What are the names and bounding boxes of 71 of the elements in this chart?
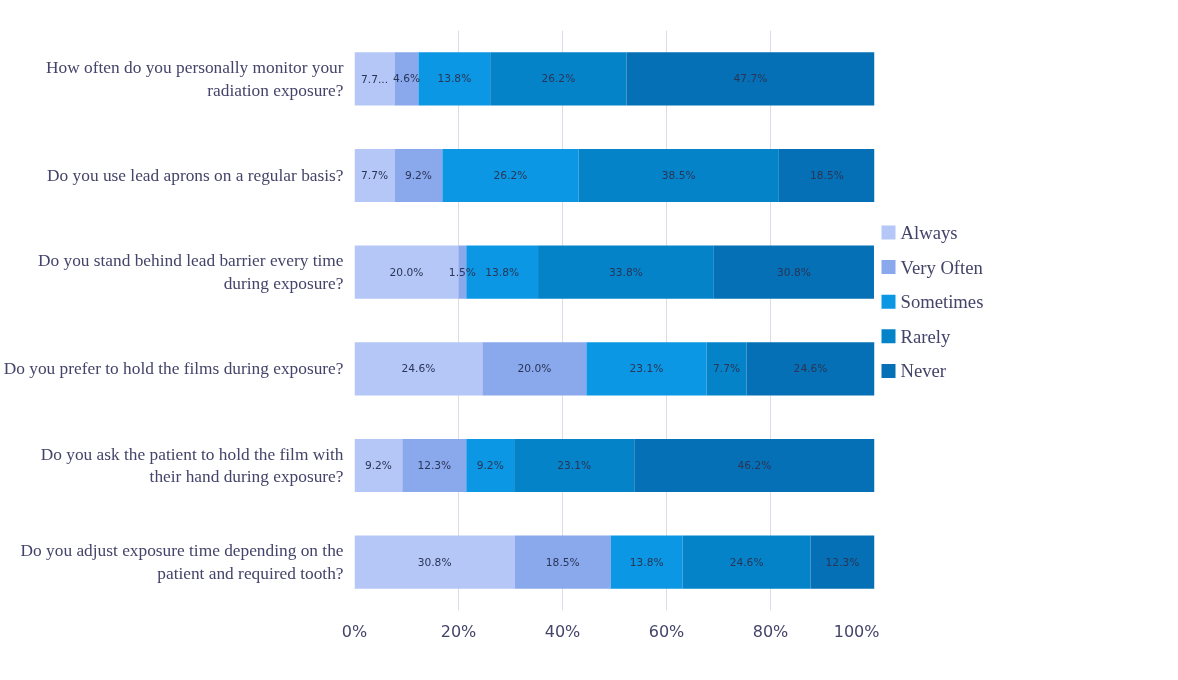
x-tick-label: 0%	[341, 621, 368, 641]
bar	[586, 342, 707, 396]
bar	[482, 342, 587, 396]
legend-label: Always	[900, 221, 958, 243]
data-label: 9.2%	[476, 459, 504, 472]
data-label: 13.8%	[485, 265, 520, 279]
bar	[634, 438, 875, 493]
y-tick-label: Do you prefer to hold the films during exposure?	[3, 359, 344, 379]
data-label: 24.6%	[401, 362, 436, 376]
bar	[354, 438, 403, 493]
bar	[354, 342, 483, 396]
data-label: 20.0%	[389, 265, 424, 279]
y-tick-label: Do you use lead aprons on a regular basis?	[47, 166, 344, 185]
bar	[778, 148, 875, 203]
data-label: 24.6%	[793, 362, 828, 376]
data-label: 7.7%	[360, 169, 389, 182]
data-label: 26.2%	[541, 72, 576, 86]
data-label: 7.7%	[713, 362, 741, 376]
data-label: 13.8%	[437, 72, 472, 86]
bar	[394, 148, 443, 203]
x-tick-label: 100%	[833, 621, 880, 641]
x-tick-label: 20%	[440, 621, 477, 641]
bar	[626, 52, 875, 106]
data-label: 12.3%	[825, 555, 860, 569]
x-tick-label: 80%	[752, 621, 789, 641]
data-label: 38.5%	[661, 169, 696, 182]
legend-label: Never	[900, 360, 947, 382]
bar	[354, 535, 515, 589]
y-tick-label: Do you adjust exposure time depending on the patient and required tooth?	[20, 541, 344, 584]
data-label: 26.2%	[493, 169, 528, 182]
data-label: 23.1%	[557, 459, 592, 472]
data-label: 46.2%	[737, 459, 772, 472]
bar	[354, 148, 395, 203]
x-tick-label: 40%	[544, 621, 581, 641]
data-label: 47.7%	[733, 72, 768, 86]
data-label: 13.8%	[629, 555, 664, 569]
data-label: 18.5%	[545, 555, 580, 569]
x-tick-label: 60%	[648, 621, 685, 641]
bar	[746, 342, 875, 396]
bar	[442, 148, 579, 203]
bar	[402, 438, 467, 493]
legend-label: Sometimes	[900, 291, 984, 313]
bar	[810, 535, 875, 589]
data-label: 20.0%	[517, 362, 552, 376]
legend-label: Very Often	[900, 256, 984, 278]
bar	[682, 535, 811, 589]
bar	[514, 535, 611, 589]
data-label: 23.1%	[629, 362, 664, 376]
data-label: 9.2%	[364, 459, 392, 472]
bar	[578, 148, 779, 203]
data-label: 12.3%	[417, 459, 452, 472]
y-tick-label: Do you stand behind lead barrier every time during exposure?	[37, 251, 344, 294]
bar	[418, 52, 491, 106]
bar	[538, 245, 714, 299]
y-tick-label: How often do you personally monitor your radiation exposure?	[46, 57, 344, 100]
data-label: 18.5%	[809, 169, 844, 182]
data-label: 9.2%	[404, 169, 432, 182]
bar	[466, 438, 515, 493]
data-label: 24.6%	[729, 555, 764, 569]
bar	[354, 52, 395, 106]
data-label: 7.7...	[360, 72, 389, 86]
bar	[713, 245, 874, 299]
bar	[610, 535, 683, 589]
data-label: 30.8%	[417, 555, 452, 569]
legend-label: Rarely	[900, 325, 951, 347]
data-label: 33.8%	[609, 265, 643, 279]
bar	[706, 342, 747, 396]
bar	[514, 438, 635, 493]
data-label: 30.8%	[776, 265, 811, 279]
bar	[490, 52, 627, 106]
y-tick-label: Do you ask the patient to hold the film with their hand during exposure?	[40, 444, 344, 487]
